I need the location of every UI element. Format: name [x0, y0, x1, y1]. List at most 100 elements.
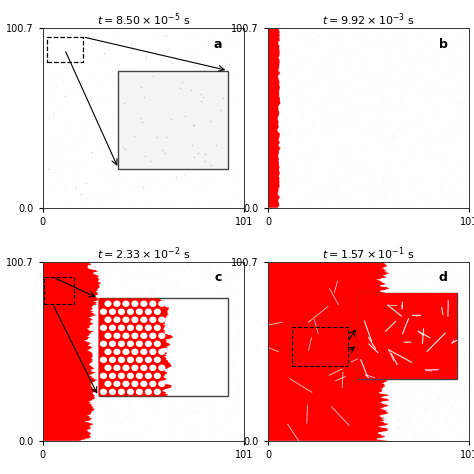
- Point: [116, 367, 124, 374]
- Point: [134, 435, 142, 443]
- Point: [166, 278, 174, 286]
- Point: [109, 125, 117, 132]
- Point: [233, 183, 240, 191]
- Point: [170, 333, 178, 340]
- Point: [83, 161, 91, 168]
- Point: [396, 60, 404, 67]
- Point: [418, 121, 426, 129]
- Point: [145, 58, 153, 66]
- Point: [437, 155, 444, 163]
- Point: [447, 381, 455, 388]
- Point: [146, 180, 154, 187]
- Point: [456, 110, 464, 118]
- Point: [453, 418, 460, 425]
- Point: [397, 338, 404, 346]
- Point: [452, 78, 459, 86]
- Point: [181, 112, 189, 120]
- Point: [392, 30, 400, 38]
- Polygon shape: [268, 28, 281, 208]
- Point: [209, 303, 217, 310]
- Point: [109, 356, 117, 363]
- Point: [396, 69, 403, 76]
- Circle shape: [113, 301, 120, 307]
- Point: [235, 382, 243, 389]
- Point: [139, 380, 147, 387]
- Point: [360, 106, 367, 114]
- Point: [190, 63, 198, 71]
- Point: [167, 325, 175, 332]
- Circle shape: [158, 381, 165, 387]
- Point: [298, 199, 306, 207]
- Point: [371, 125, 378, 133]
- Point: [423, 201, 430, 208]
- Point: [450, 334, 457, 342]
- Point: [224, 332, 231, 340]
- Point: [68, 53, 75, 61]
- Point: [452, 338, 460, 346]
- Point: [304, 191, 311, 199]
- Point: [122, 53, 129, 60]
- Point: [60, 184, 67, 191]
- Point: [383, 185, 391, 192]
- Point: [457, 423, 465, 431]
- Point: [336, 143, 343, 151]
- Point: [374, 195, 382, 202]
- Point: [184, 403, 192, 410]
- Point: [141, 80, 149, 88]
- Point: [102, 88, 110, 95]
- Point: [213, 163, 220, 171]
- Point: [388, 132, 395, 140]
- Circle shape: [140, 348, 147, 355]
- Point: [381, 191, 389, 198]
- Point: [226, 303, 233, 311]
- Point: [308, 171, 315, 179]
- Point: [48, 77, 56, 85]
- Point: [201, 105, 208, 113]
- Point: [136, 431, 144, 438]
- Point: [419, 318, 427, 325]
- Point: [228, 360, 236, 367]
- Point: [327, 58, 335, 66]
- Point: [149, 291, 156, 298]
- Point: [452, 196, 460, 203]
- Point: [151, 126, 158, 134]
- Point: [449, 278, 457, 285]
- Point: [415, 276, 423, 283]
- Point: [340, 195, 348, 202]
- Point: [413, 358, 421, 365]
- Point: [412, 320, 420, 328]
- Point: [130, 393, 137, 401]
- Point: [410, 328, 417, 336]
- Point: [221, 436, 228, 443]
- Point: [308, 81, 315, 88]
- Circle shape: [118, 325, 125, 331]
- Point: [439, 419, 447, 427]
- Point: [424, 383, 432, 390]
- Point: [140, 127, 148, 134]
- Circle shape: [140, 381, 147, 387]
- Point: [377, 99, 384, 106]
- Text: c: c: [214, 271, 221, 284]
- Point: [191, 349, 199, 356]
- Point: [443, 70, 450, 77]
- Point: [433, 134, 441, 142]
- Point: [232, 402, 239, 410]
- Point: [324, 91, 331, 99]
- Point: [461, 292, 469, 299]
- Point: [183, 119, 191, 127]
- Point: [283, 39, 291, 46]
- Point: [428, 397, 435, 405]
- Circle shape: [104, 348, 111, 355]
- Point: [410, 370, 418, 377]
- Point: [382, 101, 389, 109]
- Point: [107, 376, 115, 383]
- Circle shape: [122, 348, 129, 355]
- Point: [409, 410, 417, 417]
- Point: [193, 266, 201, 274]
- Point: [465, 285, 473, 292]
- Point: [456, 382, 463, 389]
- Point: [349, 159, 356, 167]
- Point: [450, 78, 457, 85]
- Point: [230, 89, 238, 97]
- Circle shape: [131, 348, 138, 355]
